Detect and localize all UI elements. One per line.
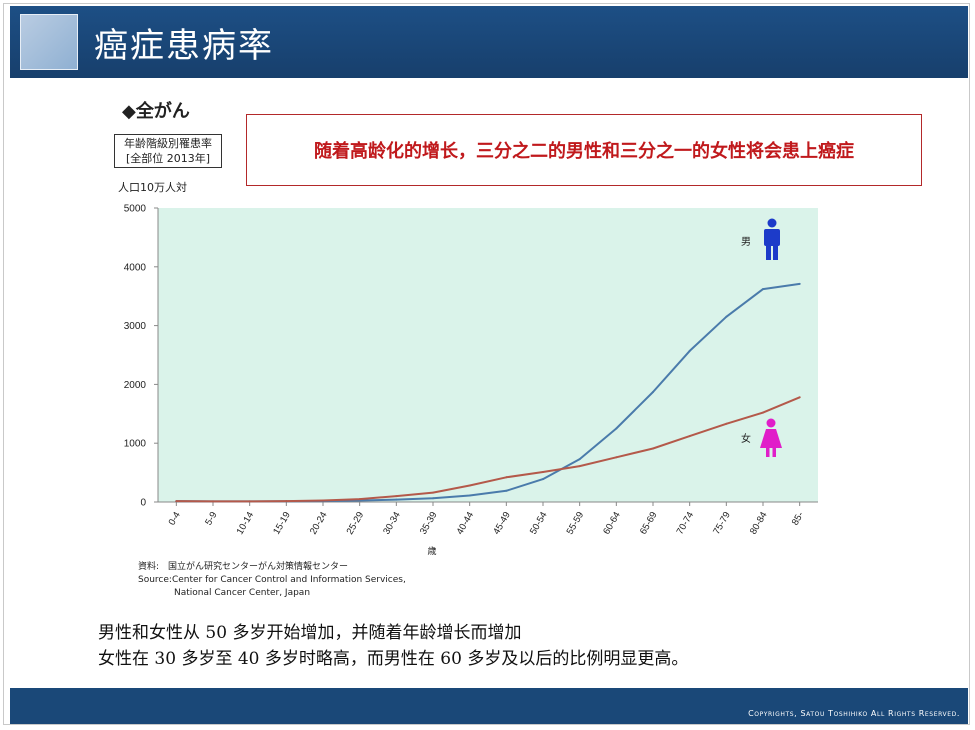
data-point	[248, 500, 251, 503]
male-figure-head	[767, 218, 777, 228]
data-point	[468, 484, 471, 487]
x-tick-label: 55-59	[565, 510, 587, 537]
female-figure-head	[766, 418, 776, 428]
data-point	[212, 500, 214, 503]
body-text: 男性和女性从 50 多岁开始增加，并随着年龄增长而增加 女性在 30 多岁至 4…	[98, 620, 688, 672]
data-point	[615, 427, 618, 430]
source-line: 資料: 国立がん研究センターがん対策情報センター	[138, 562, 349, 572]
x-tick-label: 70-74	[675, 510, 697, 537]
data-point	[322, 499, 324, 502]
y-tick-label: 0	[140, 498, 146, 509]
male-figure-icon	[764, 218, 780, 260]
female-figure-leg	[766, 447, 770, 457]
x-tick-label: 45-49	[491, 510, 513, 537]
data-point	[798, 396, 801, 399]
data-point	[798, 282, 801, 285]
data-point	[395, 498, 398, 501]
data-point	[688, 349, 691, 352]
data-point	[542, 471, 544, 473]
data-point	[725, 315, 728, 318]
source-line: National Cancer Center, Japan	[138, 588, 311, 598]
data-point	[505, 476, 508, 479]
y-axis: 0 1000 2000 3000 4000 5000	[124, 204, 159, 509]
copyright-text: Copyrights, Satou Toshihiko All Rights R…	[748, 709, 960, 718]
callout-text: 随着高龄化的增长，三分之二的男性和三分之一的女性将会患上癌症	[314, 141, 854, 162]
x-tick-label: 80-84	[748, 510, 770, 537]
y-tick-label: 2000	[124, 380, 147, 391]
body-line: 女性在 30 多岁至 40 多岁时略高，而男性在 60 多岁及以后的比例明显更高…	[98, 649, 689, 669]
source-note: 資料: 国立がん研究センターがん対策情報センター Source:Center f…	[138, 561, 406, 600]
page-title: 癌症患病率	[94, 26, 274, 66]
x-tick-label: 15-19	[271, 510, 293, 537]
data-point	[542, 478, 544, 481]
x-tick-label: 75-79	[711, 510, 733, 537]
x-tick-label: 50-54	[528, 510, 550, 537]
male-figure-leg	[766, 244, 771, 260]
x-axis-label: 歳	[427, 545, 436, 557]
data-point	[358, 498, 361, 501]
x-tick-label: 35-39	[418, 510, 440, 537]
data-point	[762, 288, 764, 291]
legend-label-male: 男	[741, 236, 751, 248]
data-point	[395, 495, 398, 498]
data-point	[725, 422, 728, 425]
title-square-icon	[20, 14, 78, 70]
data-point	[432, 491, 434, 494]
callout-box: 随着高龄化的增长，三分之二的男性和三分之一的女性将会患上癌症	[246, 114, 922, 186]
data-point	[762, 411, 764, 414]
x-axis: 0-4 5-9 10-14 15-19 20-24 25-29 30-34 35-39 40-4…	[158, 501, 818, 557]
data-point	[652, 391, 654, 393]
slide-frame	[3, 3, 970, 725]
female-figure-leg	[772, 447, 776, 457]
rate-box-line1: 年齢階級別罹患率	[124, 137, 212, 150]
footer-bar: Copyrights, Satou Toshihiko All Rights R…	[10, 688, 968, 724]
data-point	[578, 458, 581, 461]
female-figure-icon	[760, 418, 782, 457]
rate-box: 年齢階級別罹患率 [全部位 2013年]	[114, 134, 222, 168]
y-tick-label: 3000	[124, 321, 147, 332]
plot-background	[158, 208, 818, 502]
data-point	[175, 500, 178, 503]
female-figure-dress	[760, 429, 782, 448]
x-tick-label: 40-44	[455, 510, 477, 537]
x-tick-label: 20-24	[308, 510, 330, 537]
data-point	[505, 489, 508, 492]
x-tick-label: 5-9	[203, 510, 219, 527]
series-lines	[175, 282, 801, 503]
x-tick-label: 60-64	[601, 510, 623, 537]
unit-label: 人口10万人対	[118, 181, 187, 194]
x-tick-label: 85-	[790, 510, 806, 527]
male-figure-body	[764, 229, 780, 246]
data-point	[432, 497, 434, 500]
rate-box-line2: [全部位 2013年]	[125, 152, 211, 165]
y-tick-label: 5000	[124, 204, 147, 215]
title-bar: 癌症患病率	[10, 6, 968, 78]
data-point	[615, 456, 618, 459]
x-tick-label: 65-69	[638, 510, 660, 537]
series-line-female	[176, 396, 801, 503]
x-tick-label: 25-29	[345, 510, 367, 537]
male-figure-leg	[773, 244, 778, 260]
section-label: ◆全がん	[122, 101, 190, 122]
y-tick-label: 4000	[124, 262, 147, 273]
data-point	[468, 494, 471, 497]
incidence-chart: 0 1000 2000 3000 4000 5000 0-4 5-9 10-14 15-19 20…	[124, 204, 818, 557]
x-tick-label: 10-14	[235, 510, 257, 537]
source-line: Source:Center for Cancer Control and Inf…	[138, 575, 406, 585]
inline-legend: 男女	[741, 218, 782, 457]
body-line: 男性和女性从 50 多岁开始增加，并随着年龄增长而增加	[98, 623, 522, 643]
legend-label-female: 女	[741, 432, 751, 445]
x-tick-label: 0-4	[167, 510, 183, 527]
data-point	[652, 447, 654, 450]
y-tick-label: 1000	[124, 439, 147, 450]
x-tick-label: 30-34	[381, 510, 403, 537]
data-point	[285, 500, 288, 503]
data-point	[688, 435, 691, 438]
data-point	[578, 465, 581, 468]
